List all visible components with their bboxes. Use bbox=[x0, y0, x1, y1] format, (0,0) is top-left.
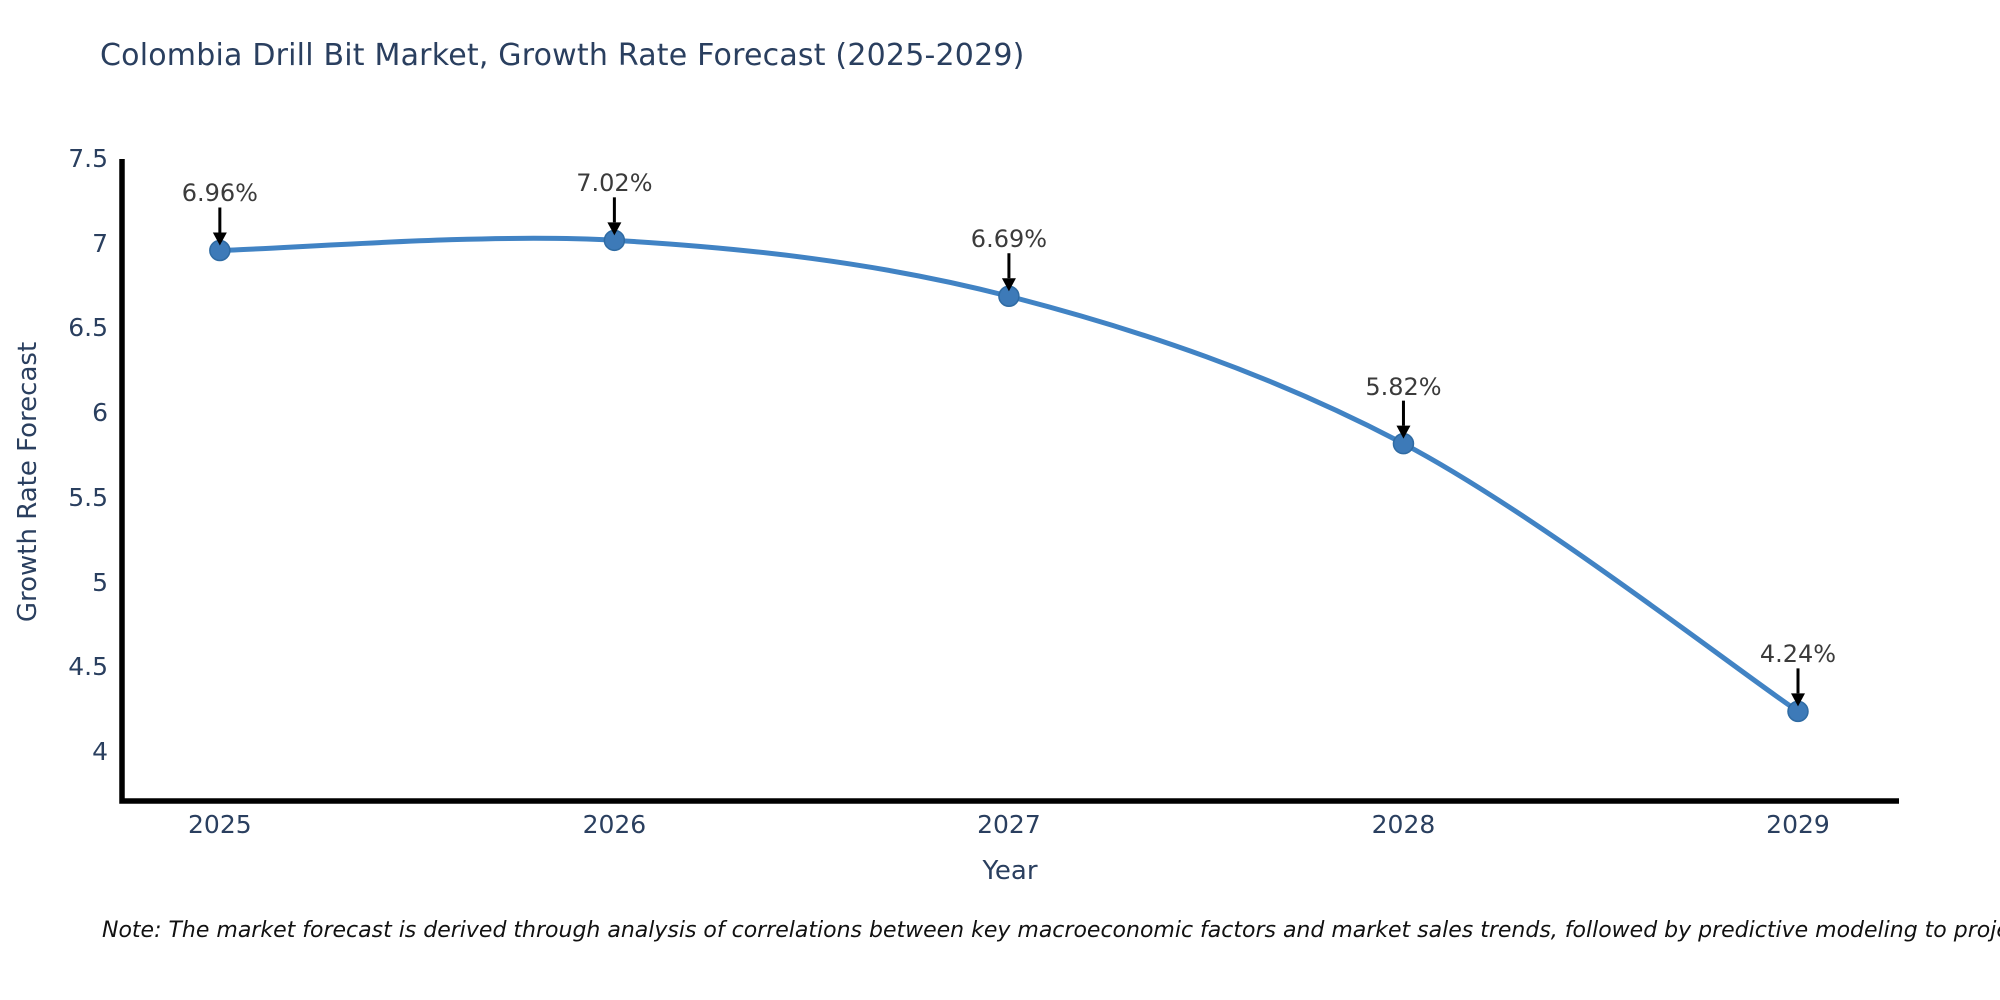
x-tick-label: 2029 bbox=[1766, 810, 1830, 839]
annotation-arrowhead bbox=[607, 222, 622, 236]
annotation-label: 6.69% bbox=[970, 225, 1048, 254]
x-axis-title: Year bbox=[982, 856, 1038, 886]
annotation-arrowhead bbox=[1396, 425, 1411, 439]
annotation-label: 5.82% bbox=[1365, 372, 1442, 401]
y-tick-label: 7.5 bbox=[68, 144, 108, 173]
x-tick-label: 2027 bbox=[977, 810, 1041, 839]
y-tick-label: 7 bbox=[92, 228, 108, 258]
y-tick-label: 4.5 bbox=[68, 652, 108, 682]
y-tick-label: 6.5 bbox=[68, 313, 108, 343]
annotation-arrowhead bbox=[1001, 278, 1016, 292]
axis-spines bbox=[119, 159, 1899, 804]
annotation-label: 7.02% bbox=[576, 169, 653, 198]
annotation-label: 4.24% bbox=[1759, 640, 1837, 669]
x-tick-label: 2028 bbox=[1371, 810, 1436, 839]
footnote: Note: The market forecast is derived thr… bbox=[102, 918, 2000, 943]
y-tick-label: 5.5 bbox=[68, 482, 108, 512]
y-tick-label: 5 bbox=[92, 567, 108, 597]
x-tick-label: 2026 bbox=[582, 810, 647, 839]
annotation-arrowhead bbox=[212, 232, 227, 246]
chart-title: Colombia Drill Bit Market, Growth Rate F… bbox=[100, 38, 1025, 73]
annotation-arrowhead bbox=[1790, 693, 1805, 707]
y-tick-label: 6 bbox=[92, 398, 108, 428]
y-tick-label: 4 bbox=[92, 737, 108, 767]
x-tick-label: 2025 bbox=[188, 810, 252, 839]
series-line bbox=[219, 235, 1800, 714]
annotation-label: 6.96% bbox=[181, 179, 258, 208]
